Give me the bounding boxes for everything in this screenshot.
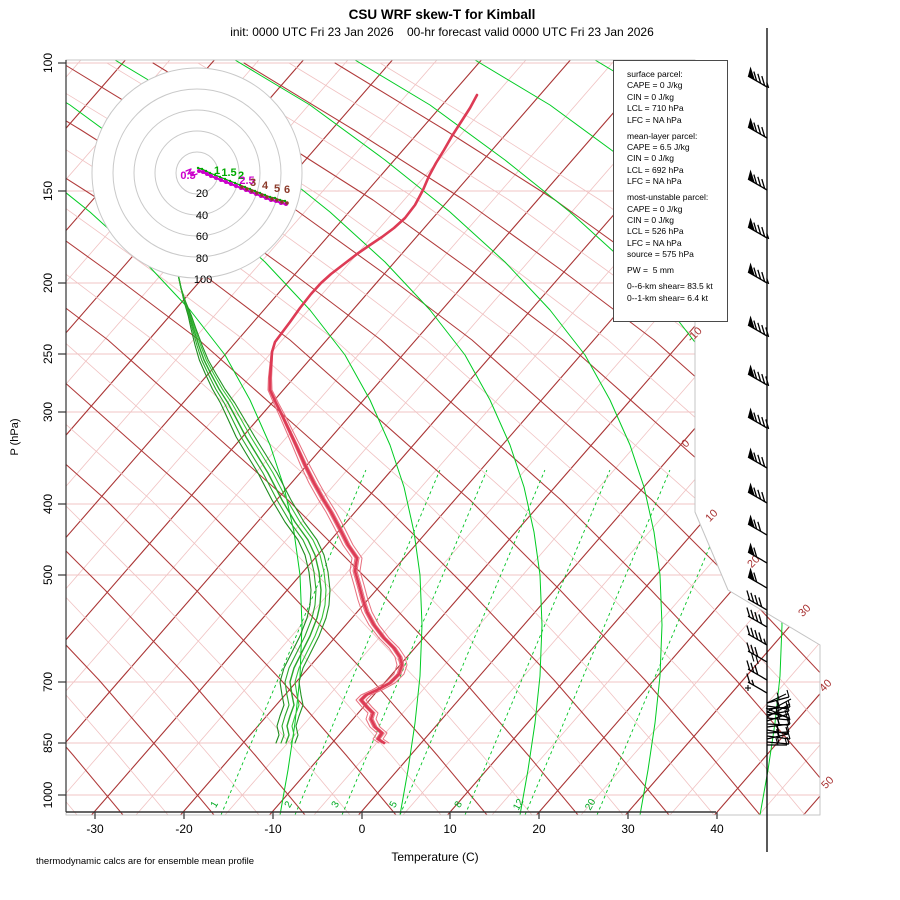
temperature-tick-label: 30 — [621, 822, 635, 836]
svg-text:20: 20 — [583, 797, 598, 813]
svg-text:2: 2 — [238, 170, 244, 182]
info-box-line: PW = 5 mm — [627, 265, 674, 276]
svg-text:50: 50 — [819, 774, 836, 791]
svg-text:12: 12 — [511, 797, 526, 813]
temperature-tick-label: 0 — [358, 822, 366, 836]
info-box-line: CIN = 0 J/kg — [627, 91, 675, 102]
svg-text:6: 6 — [284, 184, 290, 196]
pressure-axis-title: P (hPa) — [9, 418, 21, 456]
page-subtitle: init: 0000 UTC Fri 23 Jan 2026 00-hr for… — [230, 25, 654, 39]
svg-text:3: 3 — [330, 799, 343, 810]
page-title: CSU WRF skew-T for Kimball — [348, 7, 536, 22]
temperature-tick-label: -30 — [86, 822, 104, 836]
svg-text:2.5: 2.5 — [239, 175, 254, 187]
svg-text:30: 30 — [796, 602, 813, 619]
info-box-line: surface parcel: — [627, 69, 683, 79]
svg-text:10: 10 — [703, 507, 720, 524]
info-box-line: mean-layer parcel: — [627, 130, 698, 141]
temperature-tick-label: -20 — [175, 822, 193, 836]
profile-traces — [177, 93, 479, 745]
info-box-line: CAPE = 6.5 J/kg — [627, 142, 690, 153]
pressure-tick-label: 200 — [41, 272, 55, 294]
info-box-line: 0--6-km shear= 83.5 kt — [627, 281, 713, 292]
info-box-line: LCL = 526 hPa — [627, 226, 684, 237]
svg-text:60: 60 — [196, 231, 208, 243]
hodograph-inset: 20 40 60 80 100 0.5 1 1.5 22.53 4 5 6 — [91, 67, 303, 286]
pressure-tick-label: 700 — [41, 671, 55, 693]
info-box: surface parcel: CAPE = 0 J/kg CIN = 0 J/kg… — [613, 60, 728, 322]
svg-text:20: 20 — [196, 188, 208, 200]
pressure-tick-label: 400 — [41, 493, 55, 515]
info-box-line: CAPE = 0 J/kg — [627, 80, 683, 91]
info-box-line: CIN = 0 J/kg — [627, 153, 675, 164]
info-box-line: LCL = 710 hPa — [627, 103, 684, 114]
info-box-line: LCL = 692 hPa — [627, 164, 684, 175]
pressure-tick-label: 1000 — [41, 781, 55, 809]
svg-text:-10: -10 — [685, 325, 705, 345]
temperature-tick-label: -10 — [264, 822, 282, 836]
svg-text:0.5: 0.5 — [180, 170, 195, 182]
wind-barb-column — [745, 28, 792, 852]
svg-text:1: 1 — [214, 165, 220, 177]
svg-text:4: 4 — [262, 180, 269, 192]
pressure-tick-label: 150 — [41, 180, 55, 202]
info-box-line: most-unstable parcel: — [627, 192, 709, 203]
svg-text:8: 8 — [453, 799, 466, 810]
svg-text:5: 5 — [274, 183, 280, 195]
info-box-line: CIN = 0 J/kg — [627, 215, 675, 226]
svg-text:100: 100 — [194, 274, 212, 286]
pressure-tick-label: 100 — [41, 52, 55, 74]
info-box-line: LFC = NA hPa — [627, 176, 682, 187]
svg-text:80: 80 — [196, 253, 208, 265]
svg-text:3: 3 — [250, 177, 256, 189]
pressure-tick-label: 250 — [41, 343, 55, 365]
svg-text:1: 1 — [209, 799, 222, 810]
info-box-line: LFC = NA hPa — [627, 114, 682, 125]
pressure-tick-label: 300 — [41, 401, 55, 423]
info-box-line: LFC = NA hPa — [627, 237, 682, 248]
info-box-line: CAPE = 0 J/kg — [627, 203, 683, 214]
temperature-axis-title: Temperature (C) — [391, 850, 479, 864]
temperature-tick-label: 40 — [710, 822, 724, 836]
svg-text:5: 5 — [388, 799, 401, 810]
pressure-tick-label: 500 — [41, 564, 55, 586]
info-box-line: source = 575 hPa — [627, 249, 694, 260]
svg-text:2: 2 — [283, 799, 296, 810]
temperature-tick-label: 20 — [532, 822, 546, 836]
svg-text:40: 40 — [196, 210, 208, 222]
temperature-tick-label: 10 — [443, 822, 457, 836]
svg-text:1.5: 1.5 — [221, 167, 236, 179]
pressure-tick-label: 850 — [41, 732, 55, 754]
footnote: thermodynamic calcs are for ensemble mea… — [36, 856, 255, 867]
info-box-line: 0--1-km shear= 6.4 kt — [627, 292, 709, 303]
